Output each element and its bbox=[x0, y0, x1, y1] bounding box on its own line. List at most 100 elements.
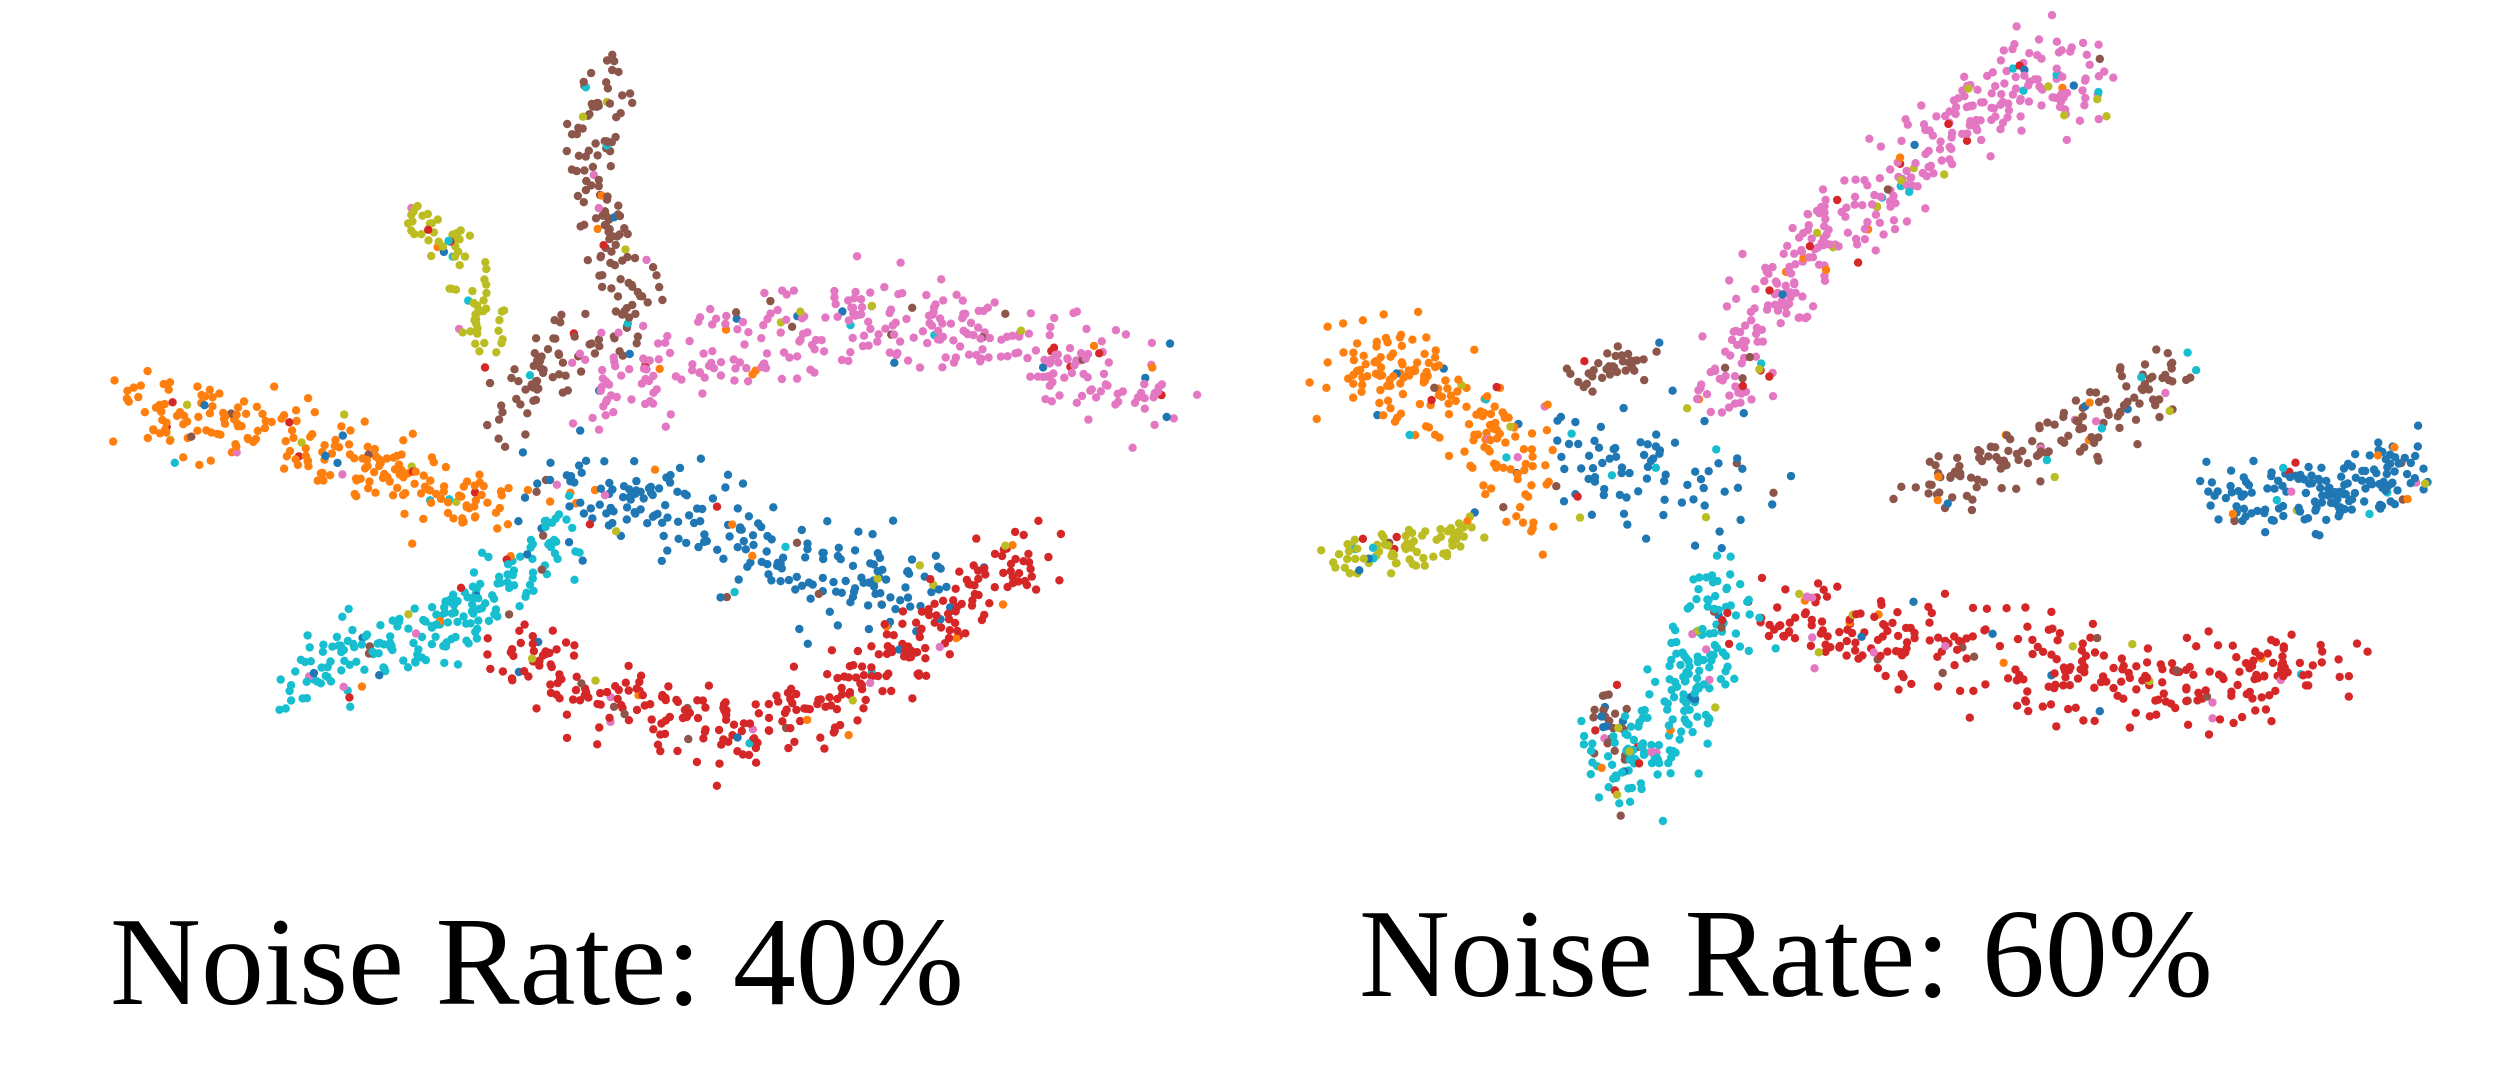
scatter-point bbox=[2018, 446, 2027, 456]
scatter-point bbox=[619, 482, 629, 491]
scatter-point bbox=[742, 363, 751, 373]
scatter-point bbox=[1671, 626, 1680, 635]
scatter-point bbox=[1401, 531, 1410, 541]
scatter-point bbox=[1820, 202, 1829, 211]
scatter-point bbox=[1464, 420, 1474, 429]
scatter-point bbox=[470, 488, 480, 497]
scatter-point bbox=[2352, 639, 2362, 648]
scatter-point bbox=[1010, 527, 1020, 537]
scatter-point bbox=[1948, 493, 1957, 502]
scatter-point bbox=[1746, 307, 1756, 317]
scatter-point bbox=[1672, 649, 1681, 658]
scatter-point bbox=[596, 484, 606, 493]
scatter-point bbox=[1947, 133, 1956, 142]
scatter-point bbox=[882, 630, 892, 639]
scatter-point bbox=[857, 662, 867, 671]
scatter-point bbox=[848, 333, 857, 343]
scatter-point bbox=[880, 620, 889, 629]
scatter-point bbox=[323, 662, 332, 672]
scatter-point bbox=[2390, 443, 2399, 452]
scatter-point bbox=[459, 482, 468, 491]
scatter-point bbox=[1420, 376, 1430, 385]
scatter-point bbox=[1543, 400, 1552, 409]
scatter-point bbox=[302, 677, 311, 686]
scatter-point bbox=[1424, 358, 1433, 368]
scatter-point bbox=[547, 662, 556, 672]
scatter-point bbox=[898, 289, 907, 298]
scatter-point bbox=[603, 138, 613, 147]
scatter-point bbox=[659, 531, 668, 541]
scatter-point bbox=[1528, 462, 1537, 471]
scatter-point bbox=[494, 326, 503, 335]
scatter-point bbox=[2323, 484, 2333, 493]
scatter-point bbox=[852, 252, 862, 261]
scatter-point bbox=[1921, 204, 1930, 213]
scatter-point bbox=[1745, 610, 1754, 619]
scatter-point bbox=[866, 288, 875, 297]
scatter-point bbox=[2048, 624, 2057, 633]
scatter-point bbox=[1387, 551, 1396, 561]
scatter-point bbox=[525, 371, 535, 380]
scatter-point bbox=[1833, 582, 1842, 591]
scatter-point bbox=[1951, 102, 1961, 112]
scatter-point bbox=[1968, 603, 1978, 613]
scatter-point bbox=[431, 632, 440, 641]
scatter-point bbox=[510, 365, 519, 374]
scatter-point bbox=[1738, 336, 1748, 345]
scatter-point bbox=[873, 574, 882, 583]
scatter-point bbox=[1498, 408, 1507, 417]
scatter-point bbox=[998, 600, 1008, 609]
scatter-point bbox=[1645, 690, 1654, 699]
scatter-point bbox=[1026, 372, 1035, 381]
scatter-point bbox=[1613, 342, 1622, 351]
scatter-point bbox=[657, 692, 667, 702]
scatter-point bbox=[2305, 479, 2314, 488]
scatter-point bbox=[976, 354, 986, 363]
scatter-point bbox=[473, 329, 482, 338]
scatter-point bbox=[806, 594, 815, 603]
scatter-point bbox=[520, 620, 529, 629]
scatter-point bbox=[528, 632, 537, 641]
scatter-point bbox=[1596, 422, 1606, 432]
scatter-point bbox=[2241, 477, 2251, 487]
scatter-point bbox=[609, 702, 619, 711]
scatter-point bbox=[521, 385, 530, 394]
scatter-point bbox=[1553, 416, 1562, 425]
scatter-point bbox=[2253, 674, 2263, 683]
scatter-point bbox=[692, 757, 702, 767]
scatter-point bbox=[291, 667, 300, 676]
scatter-point bbox=[950, 618, 960, 628]
scatter-point bbox=[239, 397, 249, 406]
scatter-point bbox=[2117, 677, 2126, 686]
scatter-point bbox=[2280, 663, 2289, 672]
scatter-point bbox=[639, 321, 648, 331]
scatter-point bbox=[1621, 366, 1630, 375]
scatter-point bbox=[886, 593, 895, 602]
scatter-point bbox=[469, 568, 479, 577]
scatter-point bbox=[846, 348, 855, 357]
scatter-point bbox=[1711, 591, 1720, 601]
scatter-point bbox=[454, 491, 464, 500]
scatter-point bbox=[346, 426, 355, 435]
scatter-point bbox=[2308, 661, 2317, 670]
scatter-point bbox=[1933, 652, 1942, 661]
scatter-point bbox=[782, 315, 791, 324]
scatter-point bbox=[1584, 451, 1594, 460]
scatter-point bbox=[549, 334, 558, 343]
scatter-point bbox=[917, 607, 927, 616]
scatter-point bbox=[841, 576, 850, 586]
scatter-point bbox=[1755, 365, 1764, 374]
scatter-point bbox=[699, 734, 708, 743]
scatter-point bbox=[1567, 429, 1576, 438]
scatter-point bbox=[2028, 649, 2037, 659]
scatter-point bbox=[352, 657, 361, 666]
scatter-point bbox=[972, 534, 981, 543]
scatter-point bbox=[1947, 160, 1957, 169]
scatter-point bbox=[1386, 569, 1396, 578]
scatter-point bbox=[1528, 452, 1537, 461]
scatter-point bbox=[1973, 85, 1982, 95]
scatter-point bbox=[1773, 306, 1783, 315]
scatter-point bbox=[595, 500, 604, 509]
scatter-point bbox=[432, 489, 441, 499]
scatter-point bbox=[1452, 533, 1461, 542]
